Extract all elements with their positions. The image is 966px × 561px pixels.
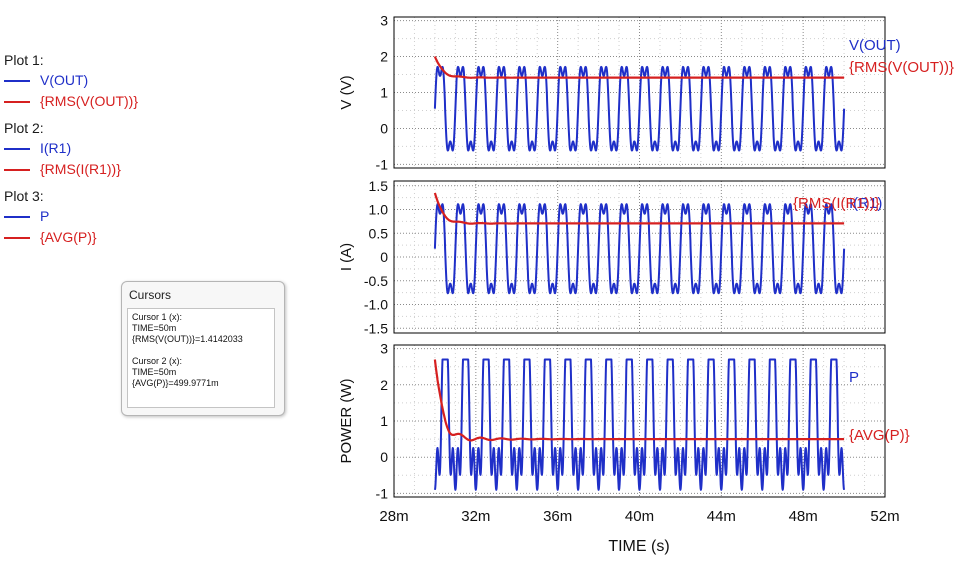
legend-label: I(R1): [40, 140, 72, 156]
x-tick-label: 28m: [379, 508, 408, 525]
legend-swatch: [4, 79, 30, 82]
plot-panel-1: -1 0 1 2 3 V (V) V(OUT) {RMS(V(OUT))}: [338, 13, 954, 173]
plot-frame: [393, 16, 886, 169]
cursors-panel[interactable]: Cursors Cursor 1 (x): TIME=50m {RMS(V(OU…: [121, 281, 285, 416]
x-tick-label: 40m: [625, 508, 654, 525]
series-line-vout: [433, 65, 846, 152]
y-tick-label: 0: [380, 449, 388, 465]
y-tick-label: -1: [376, 485, 389, 501]
x-tick-label: 36m: [543, 508, 572, 525]
y-tick-label: -1.0: [364, 297, 388, 313]
legend-entry[interactable]: I(R1): [4, 138, 174, 159]
cursors-panel-title: Cursors: [129, 288, 172, 302]
plot-frame: [393, 180, 886, 334]
y-tick-label: 1: [380, 413, 388, 429]
cursor1-time: TIME=50m: [132, 323, 177, 333]
legend-swatch: [4, 168, 30, 171]
legend-plot-title: Plot 2:: [4, 120, 44, 136]
series-label: {RMS(V(OUT))}: [849, 59, 954, 76]
y-axis-label: I (A): [338, 243, 355, 271]
legend-label: {RMS(I(R1))}: [40, 161, 121, 177]
y-tick-label: 1.5: [369, 178, 389, 194]
cursors-readout: Cursor 1 (x): TIME=50m {RMS(V(OUT))}=1.4…: [127, 308, 275, 408]
y-tick-label: 2: [380, 49, 388, 65]
y-tick-label: 1: [380, 85, 388, 101]
legend-entry[interactable]: P: [4, 206, 174, 227]
series-label: I(R1): [849, 195, 882, 212]
x-axis-label: TIME (s): [608, 538, 669, 555]
y-tick-label: 3: [380, 13, 388, 29]
series-line-rmsir1: [433, 192, 845, 225]
plot-frame: [393, 344, 886, 498]
series-label: V(OUT): [849, 37, 901, 54]
legend-plot-1: Plot 1: V(OUT) {RMS(V(OUT))}: [4, 50, 174, 112]
legend-plot-title: Plot 3:: [4, 188, 44, 204]
series-label: {RMS(I(R1))}: [793, 195, 880, 212]
series-label: {AVG(P)}: [849, 427, 910, 444]
legend-label: {RMS(V(OUT))}: [40, 93, 138, 109]
legend-label: {AVG(P)}: [40, 229, 97, 245]
y-axis-label: V (V): [338, 75, 355, 109]
x-tick-label: 52m: [870, 508, 899, 525]
y-tick-label: 1.0: [369, 202, 389, 218]
series-line-avgp: [433, 359, 845, 442]
x-tick-label: 44m: [707, 508, 736, 525]
legend-swatch: [4, 100, 30, 103]
y-tick-label: -0.5: [364, 273, 388, 289]
cursor2-header: Cursor 2 (x):: [132, 356, 183, 366]
x-tick-label: 48m: [789, 508, 818, 525]
series-label: P: [849, 369, 859, 386]
y-tick-label: -1: [376, 156, 389, 172]
legend-label: P: [40, 208, 50, 224]
legend-swatch: [4, 236, 30, 239]
legend-entry[interactable]: {AVG(P)}: [4, 227, 174, 248]
cursor1-header: Cursor 1 (x):: [132, 312, 183, 322]
legend-plot-title: Plot 1:: [4, 52, 44, 68]
y-tick-label: 2: [380, 377, 388, 393]
legend-entry[interactable]: {RMS(I(R1))}: [4, 159, 174, 180]
legend-swatch: [4, 147, 30, 150]
plot-panel-3: -1 0 1 2 3 POWER (W) P {AVG(P)}: [338, 341, 910, 502]
legend-entry[interactable]: V(OUT): [4, 70, 174, 91]
series-line-p: [433, 358, 846, 491]
cursor1-value: {RMS(V(OUT))}=1.4142033: [132, 334, 243, 344]
cursor2-time: TIME=50m: [132, 367, 177, 377]
legend-plot-2: Plot 2: I(R1) {RMS(I(R1))}: [4, 118, 174, 180]
y-axis-label: POWER (W): [338, 379, 355, 464]
plot-panel-2: -1.5 -1.0 -0.5 0 0.5 1.0 1.5 I (A) I(R1){RMS(I(R…: [338, 178, 886, 336]
y-tick-label: -1.5: [364, 320, 388, 336]
y-tick-label: 0.5: [369, 225, 389, 241]
y-tick-label: 0: [380, 249, 388, 265]
legend-entry[interactable]: {RMS(V(OUT))}: [4, 91, 174, 112]
y-tick-label: 0: [380, 120, 388, 136]
legend-label: V(OUT): [40, 72, 89, 88]
series-line-ir1: [433, 203, 846, 295]
cursor2-value: {AVG(P)}=499.9771m: [132, 378, 219, 388]
x-tick-label: 32m: [461, 508, 490, 525]
legend-swatch: [4, 215, 30, 218]
legend-plot-3: Plot 3: P {AVG(P)}: [4, 186, 174, 248]
y-tick-label: 3: [380, 341, 388, 357]
series-line-rmsvout: [433, 56, 845, 79]
plot-legend: Plot 1: V(OUT) {RMS(V(OUT))} Plot 2: I(R1) {R…: [4, 50, 174, 254]
